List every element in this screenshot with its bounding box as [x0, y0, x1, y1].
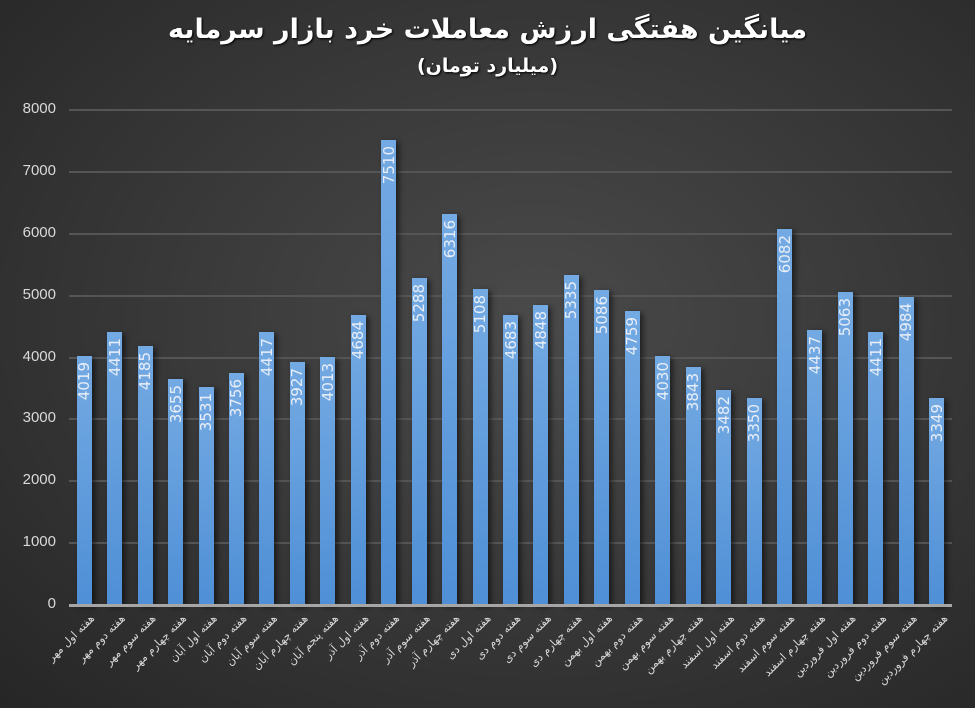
y-tick-label: 3000	[22, 409, 56, 427]
y-tick-label: 2000	[22, 471, 56, 489]
bar: 4683	[501, 315, 520, 605]
x-axis-line	[69, 604, 952, 607]
bar: 4019	[75, 356, 94, 605]
bar-value-label: 5335	[562, 280, 581, 320]
bar: 5063	[836, 291, 855, 605]
bar-value-label: 4013	[318, 362, 337, 401]
bar-value-label: 4030	[653, 361, 672, 400]
bar: 3843	[684, 367, 703, 605]
bar-value-label: 4411	[105, 338, 124, 377]
bar: 4185	[136, 346, 155, 605]
bar: 3927	[288, 362, 307, 605]
bar: 4984	[897, 296, 916, 605]
bar: 6082	[775, 228, 794, 605]
bar-value-label: 4185	[136, 352, 155, 391]
y-tick-label: 8000	[22, 100, 56, 117]
gridline	[69, 109, 952, 111]
bar-value-label: 3531	[197, 392, 216, 431]
bar-value-label: 5086	[592, 296, 611, 335]
bar-value-label: 4684	[349, 321, 368, 360]
bar-value-label: 5108	[471, 294, 490, 334]
bar-value-label: 4759	[623, 316, 642, 355]
y-tick-label: 0	[47, 595, 56, 612]
bar-value-label: 5063	[836, 297, 855, 336]
bar-value-label: 7510	[379, 146, 398, 185]
bar: 4030	[653, 355, 672, 605]
bar-value-label: 3482	[714, 395, 733, 434]
bar: 3756	[227, 372, 246, 605]
bar: 4411	[866, 332, 885, 605]
bar-value-label: 4417	[257, 337, 276, 376]
bar: 6316	[440, 214, 459, 605]
bar-value-label: 4411	[866, 338, 885, 377]
y-tick-label: 6000	[22, 223, 56, 241]
bar-value-label: 6316	[440, 220, 459, 259]
bar: 4411	[105, 332, 124, 605]
chart-subtitle: (میلیارد تومان)	[417, 55, 558, 77]
bar: 4437	[805, 330, 824, 605]
bar-value-label: 3756	[227, 378, 246, 417]
bar-value-label: 4437	[805, 336, 824, 375]
bar: 3349	[927, 397, 946, 605]
bar: 7510	[379, 140, 398, 605]
bar-value-label: 4848	[531, 311, 550, 350]
bar-value-label: 3843	[684, 373, 703, 412]
y-tick-label: 5000	[22, 285, 56, 303]
bar-value-label: 4984	[897, 302, 916, 341]
bar: 5288	[410, 277, 429, 605]
bar: 5108	[471, 288, 490, 605]
bar-value-label: 4019	[75, 362, 94, 401]
bar: 4013	[318, 356, 337, 605]
bar: 3531	[197, 386, 216, 605]
bar-value-label: 3349	[927, 403, 946, 442]
bar-value-label: 3655	[166, 384, 185, 424]
bar: 3350	[745, 397, 764, 605]
bar: 4759	[623, 310, 642, 605]
bar-value-label: 5288	[410, 283, 429, 322]
bar-value-label: 3350	[745, 403, 764, 442]
bar: 5086	[592, 290, 611, 605]
gridline	[69, 294, 952, 297]
gridline	[69, 170, 952, 173]
y-tick-label: 7000	[22, 161, 56, 179]
bar: 4417	[257, 331, 276, 605]
bar-value-label: 3927	[288, 368, 307, 407]
bar-value-label: 6082	[775, 234, 794, 273]
chart-title: میانگین هفتگی ارزش معاملات خرد بازار سرم…	[167, 14, 808, 45]
bar-value-label: 4683	[501, 321, 520, 360]
y-tick-label: 1000	[22, 533, 56, 551]
bar: 4684	[349, 315, 368, 605]
y-tick-label: 4000	[22, 347, 56, 365]
bar: 4848	[531, 305, 550, 605]
bar: 3482	[714, 389, 733, 605]
gridline	[69, 232, 952, 235]
bar: 5335	[562, 274, 581, 605]
bar: 3655	[166, 378, 185, 605]
